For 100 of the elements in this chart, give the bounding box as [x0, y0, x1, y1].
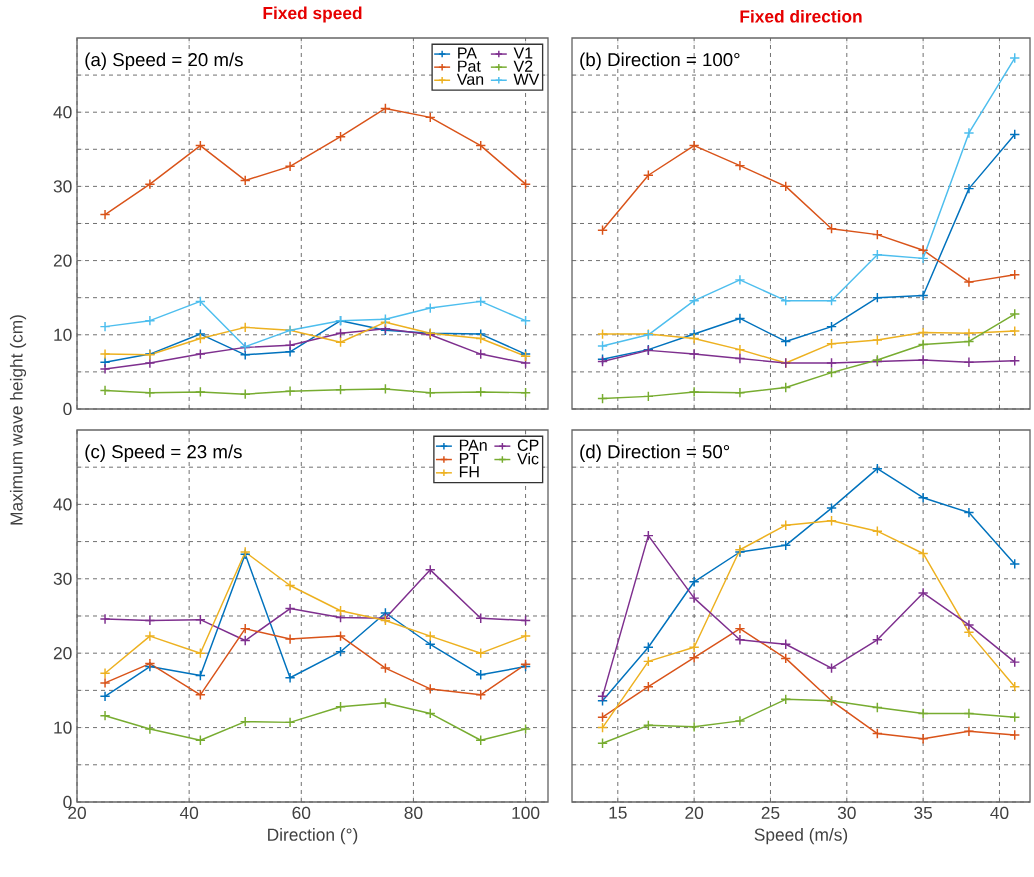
x-tick-label: 60 [292, 806, 311, 819]
point [688, 295, 700, 307]
point [239, 623, 251, 635]
point [194, 348, 206, 360]
point [688, 576, 700, 588]
y-tick-label: 30 [53, 180, 72, 193]
y-tick-label: 0 [63, 795, 72, 809]
point [688, 641, 700, 653]
point [475, 734, 487, 746]
point [475, 647, 487, 659]
point [688, 333, 700, 344]
point [194, 670, 206, 681]
point [424, 564, 436, 576]
point [1009, 656, 1021, 668]
point [917, 492, 929, 504]
x-tick-label: 25 [761, 806, 780, 819]
point [1009, 129, 1021, 140]
point [475, 333, 487, 344]
point [963, 507, 975, 518]
point [194, 295, 206, 307]
point [144, 723, 156, 735]
point [734, 313, 746, 324]
point [871, 334, 883, 346]
point [917, 252, 929, 264]
point [284, 385, 296, 397]
point [780, 539, 792, 551]
point [917, 244, 929, 256]
point [1009, 558, 1021, 570]
point [642, 530, 654, 542]
point [917, 339, 929, 350]
x-tick-label: 15 [609, 806, 627, 819]
point [734, 353, 746, 364]
point [917, 290, 929, 301]
point [239, 349, 251, 361]
point [99, 321, 111, 333]
point [780, 336, 792, 347]
point [194, 386, 206, 398]
chart-title: Fixed speed [263, 6, 362, 23]
point [826, 223, 837, 235]
point [144, 315, 156, 327]
point [780, 180, 792, 192]
point [826, 321, 837, 333]
point [424, 708, 436, 719]
x-axis-title: Speed (m/s) [754, 828, 848, 845]
point [335, 384, 346, 396]
point [1009, 729, 1021, 741]
point [144, 615, 156, 626]
point [424, 630, 436, 642]
y-tick-label: 30 [53, 572, 72, 585]
point [1009, 308, 1021, 320]
annotation: (d) Direction = 50° [580, 444, 730, 462]
point [284, 672, 296, 684]
point [597, 340, 608, 352]
point [963, 708, 975, 719]
point [597, 393, 608, 404]
point [963, 619, 975, 631]
point [734, 274, 746, 286]
point [284, 580, 296, 591]
point [379, 383, 391, 395]
point [963, 276, 975, 288]
point [1009, 325, 1021, 337]
point [642, 655, 654, 667]
point [734, 715, 746, 727]
point [642, 169, 654, 181]
y-tick-label: 0 [63, 402, 72, 416]
point [780, 652, 792, 664]
point [871, 463, 883, 475]
point [335, 131, 346, 143]
point [99, 613, 111, 625]
y-axis-title: Maximum wave height (cm) [9, 315, 27, 525]
point [1009, 711, 1021, 723]
point [99, 363, 111, 375]
point [475, 348, 487, 360]
point [597, 690, 608, 702]
legend-label: PAn [459, 439, 487, 451]
point [335, 612, 346, 623]
point [780, 295, 792, 307]
y-tick-label: 40 [53, 106, 72, 119]
point [826, 502, 837, 514]
x-tick-label: 80 [404, 806, 423, 819]
point [826, 357, 837, 369]
point [917, 708, 929, 719]
point [99, 667, 111, 679]
point [963, 183, 975, 195]
point [194, 647, 206, 659]
point [963, 356, 975, 368]
point [871, 525, 883, 537]
x-tick-label: 20 [685, 806, 704, 819]
annotation: (b) Direction = 100° [580, 52, 740, 70]
point [99, 385, 111, 396]
point [194, 140, 206, 151]
point [688, 652, 700, 664]
point [379, 697, 391, 709]
point [424, 638, 436, 650]
point [239, 175, 251, 186]
point [335, 327, 346, 339]
point [871, 229, 883, 241]
point [144, 178, 156, 190]
legend-label: V1 [513, 47, 533, 59]
point [99, 348, 111, 360]
